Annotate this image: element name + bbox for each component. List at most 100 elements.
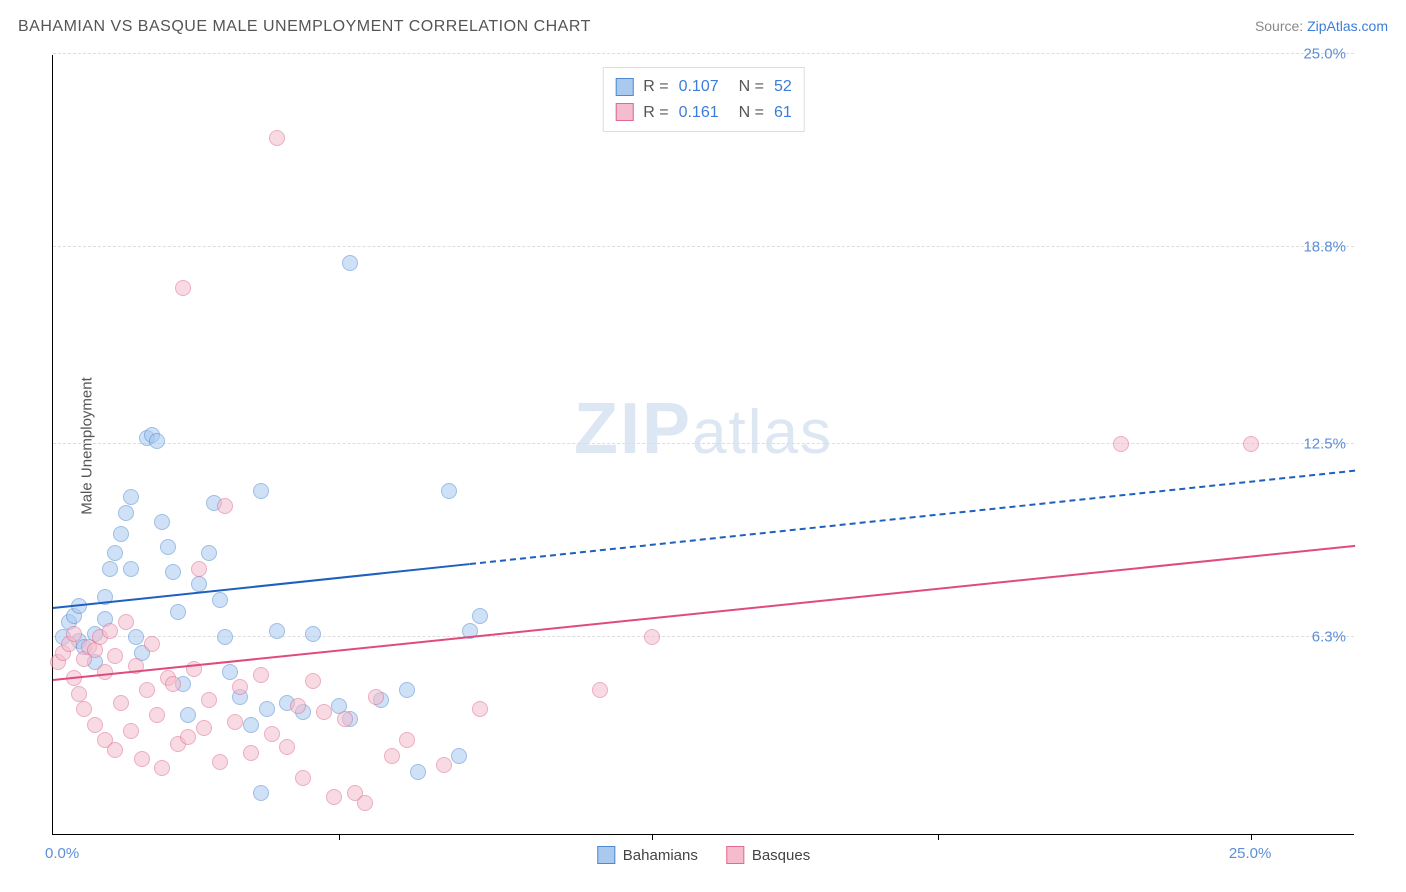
data-point [243,745,259,761]
y-tick-label: 12.5% [1303,436,1346,453]
x-tick-mark [652,834,653,840]
gridline [53,246,1354,247]
legend-item-basques: Basques [726,846,810,864]
data-point [222,664,238,680]
data-point [149,433,165,449]
swatch-bahamians [597,846,615,864]
n-label: N = [739,74,764,100]
data-point [305,626,321,642]
data-point [123,723,139,739]
data-point [1243,436,1259,452]
data-point [165,676,181,692]
n-value-bahamians: 52 [774,74,792,100]
scatter-plot: ZIPatlas R = 0.107 N = 52 R = 0.161 N = … [52,55,1354,835]
swatch-basques [615,103,633,121]
data-point [472,701,488,717]
watermark-bold: ZIP [574,389,692,469]
watermark-light: atlas [692,398,833,467]
data-point [154,514,170,530]
r-value-basques: 0.161 [679,100,719,126]
gridline [53,636,1354,637]
data-point [232,679,248,695]
y-tick-label: 6.3% [1312,629,1346,646]
data-point [592,682,608,698]
swatch-bahamians [615,78,633,96]
trend-line [53,545,1355,681]
data-point [107,545,123,561]
x-tick-mark [938,834,939,840]
data-point [243,717,259,733]
data-point [165,564,181,580]
data-point [399,732,415,748]
data-point [217,498,233,514]
swatch-basques [726,846,744,864]
data-point [295,770,311,786]
data-point [368,689,384,705]
data-point [154,760,170,776]
data-point [71,686,87,702]
data-point [170,604,186,620]
source-prefix: Source: [1255,18,1307,34]
data-point [357,795,373,811]
data-point [253,483,269,499]
data-point [113,695,129,711]
data-point [337,711,353,727]
r-value-bahamians: 0.107 [679,74,719,100]
watermark: ZIPatlas [574,388,833,470]
data-point [160,539,176,555]
source-link[interactable]: ZipAtlas.com [1307,18,1388,34]
data-point [384,748,400,764]
data-point [139,682,155,698]
data-point [316,704,332,720]
y-tick-label: 18.8% [1303,239,1346,256]
legend-stats: R = 0.107 N = 52 R = 0.161 N = 61 [602,67,805,132]
data-point [201,692,217,708]
data-point [87,717,103,733]
x-tick-label: 25.0% [1229,845,1272,862]
data-point [212,754,228,770]
data-point [149,707,165,723]
data-point [201,545,217,561]
data-point [102,561,118,577]
series-name-basques: Basques [752,847,810,864]
series-name-bahamians: Bahamians [623,847,698,864]
data-point [123,561,139,577]
data-point [436,757,452,773]
legend-row-basques: R = 0.161 N = 61 [615,100,792,126]
data-point [451,748,467,764]
data-point [102,623,118,639]
data-point [305,673,321,689]
data-point [128,629,144,645]
data-point [144,636,160,652]
data-point [175,280,191,296]
data-point [342,255,358,271]
data-point [399,682,415,698]
data-point [180,707,196,723]
data-point [118,614,134,630]
x-tick-mark [1251,834,1252,840]
data-point [1113,436,1129,452]
data-point [191,561,207,577]
x-tick-label: 0.0% [45,845,79,862]
data-point [123,489,139,505]
data-point [180,729,196,745]
data-point [441,483,457,499]
data-point [253,667,269,683]
y-tick-label: 25.0% [1303,46,1346,63]
gridline [53,53,1354,54]
data-point [107,648,123,664]
data-point [253,785,269,801]
r-label: R = [643,74,668,100]
n-label: N = [739,100,764,126]
data-point [107,742,123,758]
source-attribution: Source: ZipAtlas.com [1255,18,1388,34]
page-title: BAHAMIAN VS BASQUE MALE UNEMPLOYMENT COR… [18,18,591,36]
data-point [118,505,134,521]
gridline [53,443,1354,444]
legend-row-bahamians: R = 0.107 N = 52 [615,74,792,100]
data-point [472,608,488,624]
trend-line [470,470,1356,565]
data-point [76,701,92,717]
data-point [290,698,306,714]
data-point [113,526,129,542]
